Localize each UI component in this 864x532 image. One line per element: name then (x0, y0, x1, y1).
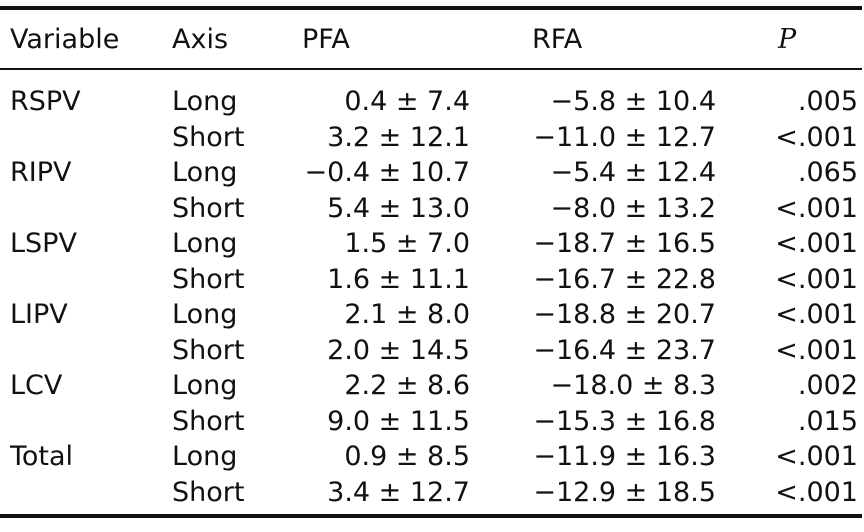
cell-p: <.001 (775, 299, 858, 330)
cell-rfa: −18.0 ± 8.3 (550, 370, 716, 401)
cell-variable: LIPV (10, 299, 68, 330)
cell-axis: Short (172, 406, 245, 437)
cell-axis: Long (172, 86, 238, 117)
cell-variable: RSPV (10, 86, 81, 117)
cell-variable: LSPV (10, 228, 77, 259)
cell-axis: Long (172, 299, 238, 330)
cell-p: .002 (797, 370, 858, 401)
cell-axis: Long (172, 441, 238, 472)
cell-p: <.001 (775, 441, 858, 472)
table-bottom-rule (0, 514, 862, 518)
cell-p: <.001 (775, 228, 858, 259)
cell-axis: Short (172, 264, 245, 295)
cell-pfa: 5.4 ± 13.0 (327, 193, 470, 224)
table-header-rule (0, 68, 862, 70)
cell-rfa: −11.0 ± 12.7 (533, 122, 716, 153)
cell-axis: Short (172, 477, 245, 508)
cell-pfa: 0.4 ± 7.4 (344, 86, 470, 117)
cell-pfa: 0.9 ± 8.5 (344, 441, 470, 472)
cell-rfa: −8.0 ± 13.2 (550, 193, 716, 224)
cell-pfa: 2.0 ± 14.5 (327, 335, 470, 366)
cell-axis: Short (172, 122, 245, 153)
header-variable: Variable (10, 24, 120, 55)
cell-rfa: −11.9 ± 16.3 (533, 441, 716, 472)
cell-rfa: −5.4 ± 12.4 (550, 157, 716, 188)
cell-pfa: 3.4 ± 12.7 (327, 477, 470, 508)
cell-pfa: 1.6 ± 11.1 (327, 264, 470, 295)
cell-axis: Long (172, 370, 238, 401)
cell-p: <.001 (775, 335, 858, 366)
cell-pfa: 2.1 ± 8.0 (344, 299, 470, 330)
cell-pfa: −0.4 ± 10.7 (304, 157, 470, 188)
cell-p: .005 (797, 86, 858, 117)
cell-rfa: −15.3 ± 16.8 (533, 406, 716, 437)
cell-axis: Long (172, 228, 238, 259)
cell-rfa: −16.7 ± 22.8 (533, 264, 716, 295)
cell-rfa: −18.8 ± 20.7 (533, 299, 716, 330)
cell-axis: Short (172, 193, 245, 224)
cell-rfa: −16.4 ± 23.7 (533, 335, 716, 366)
cell-rfa: −5.8 ± 10.4 (550, 86, 716, 117)
cell-p: <.001 (775, 477, 858, 508)
cell-p: <.001 (775, 193, 858, 224)
cell-p: .015 (797, 406, 858, 437)
cell-variable: RIPV (10, 157, 72, 188)
cell-pfa: 9.0 ± 11.5 (327, 406, 470, 437)
cell-variable: Total (10, 441, 74, 472)
cell-pfa: 3.2 ± 12.1 (327, 122, 470, 153)
cell-rfa: −18.7 ± 16.5 (533, 228, 716, 259)
cell-rfa: −12.9 ± 18.5 (533, 477, 716, 508)
cell-pfa: 1.5 ± 7.0 (344, 228, 470, 259)
cell-variable: LCV (10, 370, 63, 401)
header-pfa: PFA (302, 24, 350, 55)
cell-p: .065 (797, 157, 858, 188)
cell-pfa: 2.2 ± 8.6 (344, 370, 470, 401)
cell-axis: Long (172, 157, 238, 188)
header-axis: Axis (172, 24, 229, 55)
table-top-rule (0, 6, 862, 10)
cell-p: <.001 (775, 122, 858, 153)
header-p: P (778, 24, 797, 55)
cell-axis: Short (172, 335, 245, 366)
header-rfa: RFA (532, 24, 583, 55)
cell-p: <.001 (775, 264, 858, 295)
